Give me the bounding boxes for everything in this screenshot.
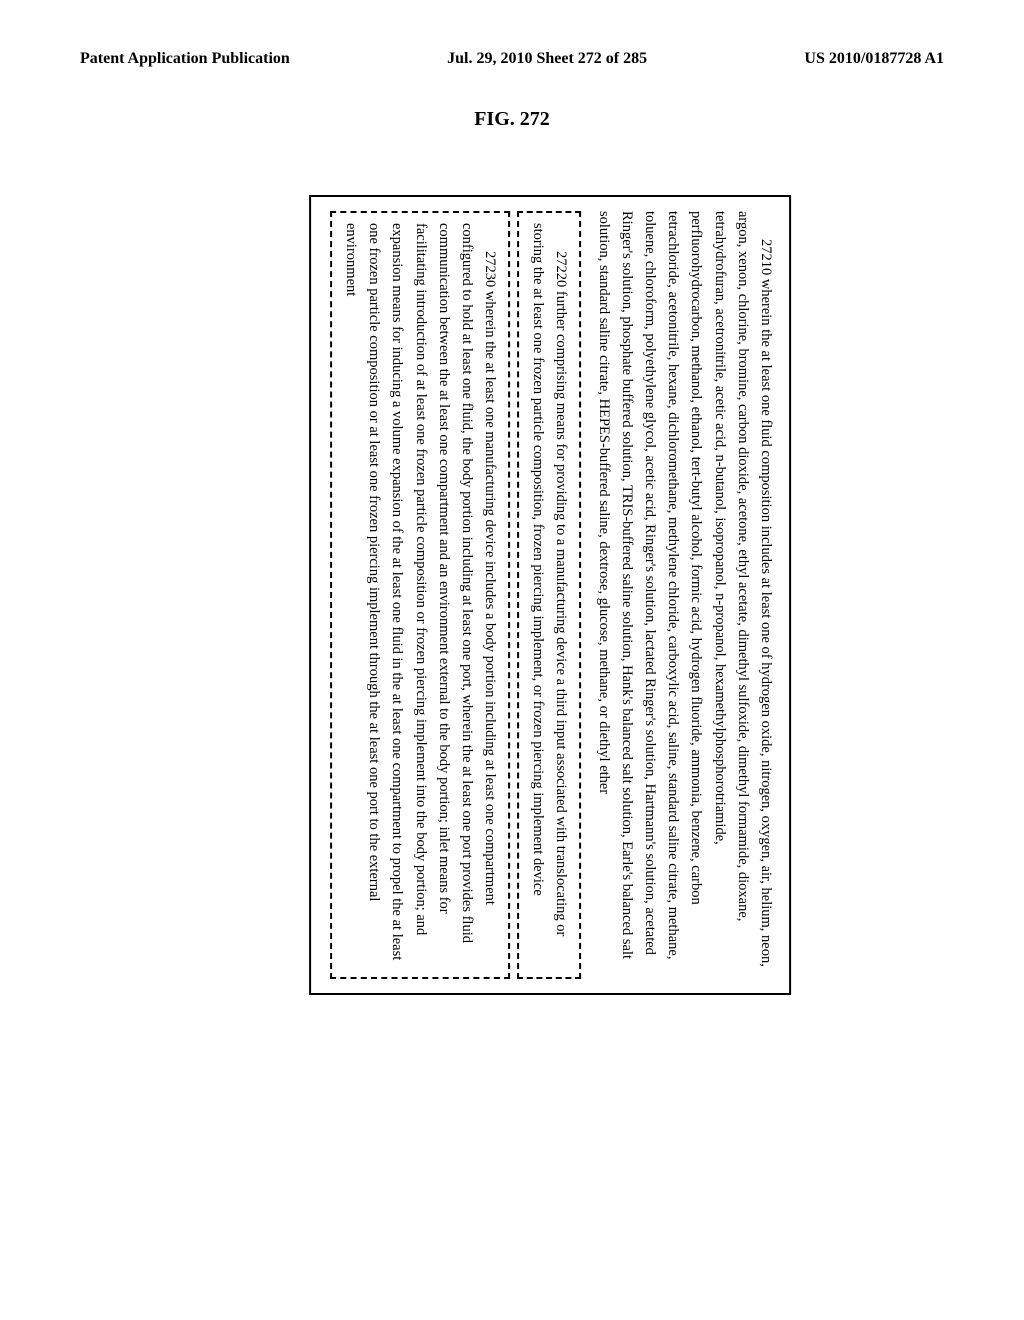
header-center: Jul. 29, 2010 Sheet 272 of 285	[447, 50, 647, 68]
paragraph-27220: 27220 further comprising means for provi…	[517, 211, 581, 979]
header-right: US 2010/0187728 A1	[804, 50, 944, 68]
outer-box: 27210 wherein the at least one fluid com…	[309, 195, 791, 995]
page-header: Patent Application Publication Jul. 29, …	[0, 0, 1024, 78]
paragraph-27230: 27230 wherein the at least one manufactu…	[330, 211, 510, 979]
figure-label: FIG. 272	[0, 108, 1024, 131]
rotated-content: 27210 wherein the at least one fluid com…	[135, 255, 965, 935]
header-left: Patent Application Publication	[80, 50, 290, 68]
paragraph-27210: 27210 wherein the at least one fluid com…	[592, 211, 778, 979]
